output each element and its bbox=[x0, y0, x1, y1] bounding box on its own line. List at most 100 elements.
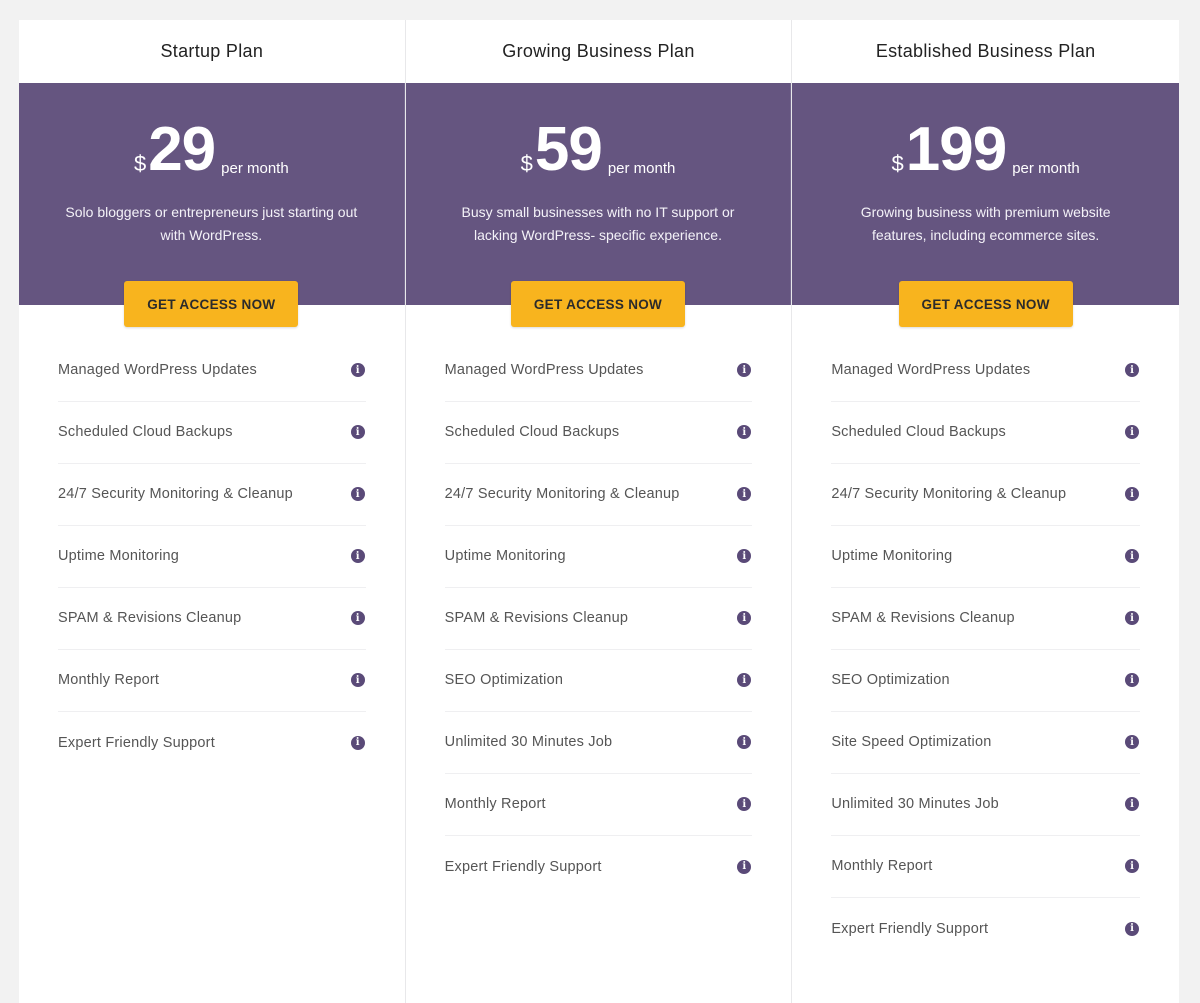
info-icon[interactable]: i bbox=[350, 611, 365, 625]
feature-label: 24/7 Security Monitoring & Cleanup bbox=[444, 486, 680, 502]
feature-row: Scheduled Cloud Backups i bbox=[444, 401, 753, 464]
feature-label: Managed WordPress Updates bbox=[444, 362, 644, 378]
feature-row: Site Speed Optimization i bbox=[831, 711, 1140, 774]
feature-row: SPAM & Revisions Cleanup i bbox=[831, 587, 1140, 650]
plan-price: $ 29 per month bbox=[19, 83, 404, 184]
feature-row: Expert Friendly Support i bbox=[831, 897, 1140, 960]
feature-row: Expert Friendly Support i bbox=[58, 711, 366, 774]
info-icon[interactable]: i bbox=[1124, 363, 1139, 377]
currency-symbol: $ bbox=[133, 151, 147, 176]
feature-row: 24/7 Security Monitoring & Cleanup i bbox=[58, 463, 366, 526]
get-access-button[interactable]: GET ACCESS NOW bbox=[124, 281, 299, 327]
feature-label: Uptime Monitoring bbox=[58, 548, 180, 564]
info-icon[interactable]: i bbox=[350, 735, 365, 750]
info-icon[interactable]: i bbox=[737, 735, 752, 749]
info-icon[interactable]: i bbox=[737, 859, 752, 874]
plan-description: Growing business with premium website fe… bbox=[860, 204, 1111, 243]
plan-description: Solo bloggers or entrepreneurs just star… bbox=[65, 204, 358, 243]
info-icon[interactable]: i bbox=[1124, 611, 1139, 625]
info-icon[interactable]: i bbox=[737, 673, 752, 687]
plan-title: Startup Plan bbox=[160, 41, 264, 61]
feature-row: Monthly Report i bbox=[831, 835, 1140, 898]
feature-label: SPAM & Revisions Cleanup bbox=[58, 610, 242, 626]
price-period: per month bbox=[1012, 160, 1080, 177]
info-icon[interactable]: i bbox=[350, 549, 365, 563]
plan-column-growing-business: Growing Business Plan $ 59 per month Bus… bbox=[405, 20, 793, 1003]
info-icon[interactable]: i bbox=[350, 673, 365, 687]
feature-label: Managed WordPress Updates bbox=[58, 362, 257, 378]
feature-row: SPAM & Revisions Cleanup i bbox=[58, 587, 366, 650]
plan-title: Established Business Plan bbox=[875, 41, 1096, 61]
feature-label: 24/7 Security Monitoring & Cleanup bbox=[58, 486, 293, 502]
price-period: per month bbox=[221, 160, 289, 177]
feature-label: SEO Optimization bbox=[444, 672, 564, 688]
info-icon[interactable]: i bbox=[350, 363, 365, 377]
feature-label: Unlimited 30 Minutes Job bbox=[831, 796, 999, 812]
feature-label: Uptime Monitoring bbox=[831, 548, 953, 564]
feature-row: SEO Optimization i bbox=[444, 649, 753, 712]
info-icon[interactable]: i bbox=[350, 487, 365, 501]
price-period: per month bbox=[607, 160, 676, 177]
get-access-button[interactable]: GET ACCESS NOW bbox=[510, 281, 685, 327]
feature-label: Unlimited 30 Minutes Job bbox=[444, 734, 613, 750]
feature-row: Monthly Report i bbox=[444, 773, 753, 836]
info-icon[interactable]: i bbox=[350, 425, 365, 439]
feature-row: Unlimited 30 Minutes Job i bbox=[831, 773, 1140, 836]
feature-label: Expert Friendly Support bbox=[831, 920, 989, 937]
info-icon[interactable]: i bbox=[1124, 859, 1139, 873]
info-icon[interactable]: i bbox=[737, 797, 752, 811]
info-icon[interactable]: i bbox=[1124, 549, 1139, 563]
feature-label: Monthly Report bbox=[58, 672, 160, 688]
feature-label: SPAM & Revisions Cleanup bbox=[831, 610, 1015, 626]
currency-symbol: $ bbox=[891, 151, 904, 176]
plan-price: $ 59 per month bbox=[406, 83, 791, 184]
plan-hero: $ 59 per month Busy small businesses wit… bbox=[405, 83, 792, 327]
feature-list: Managed WordPress Updates i Scheduled Cl… bbox=[19, 305, 405, 774]
feature-label: Expert Friendly Support bbox=[58, 734, 215, 751]
feature-row: Scheduled Cloud Backups i bbox=[831, 401, 1140, 464]
plan-column-startup: Startup Plan $ 29 per month Solo blogger… bbox=[19, 20, 406, 1003]
feature-label: SPAM & Revisions Cleanup bbox=[444, 610, 629, 626]
price-amount: 29 bbox=[148, 115, 216, 184]
pricing-table: Startup Plan $ 29 per month Solo blogger… bbox=[19, 20, 1179, 1003]
info-icon[interactable]: i bbox=[737, 487, 752, 501]
info-icon[interactable]: i bbox=[1124, 673, 1139, 687]
feature-row: Scheduled Cloud Backups i bbox=[58, 401, 366, 464]
price-amount: 59 bbox=[534, 115, 603, 184]
feature-row: Managed WordPress Updates i bbox=[58, 339, 366, 402]
feature-label: Monthly Report bbox=[444, 796, 546, 812]
feature-row: Managed WordPress Updates i bbox=[831, 339, 1140, 402]
feature-row: Uptime Monitoring i bbox=[831, 525, 1140, 588]
get-access-button[interactable]: GET ACCESS NOW bbox=[898, 281, 1073, 327]
plan-title: Growing Business Plan bbox=[502, 41, 695, 61]
plan-column-established-business: Established Business Plan $ 199 per mont… bbox=[792, 20, 1179, 1003]
currency-symbol: $ bbox=[520, 151, 533, 176]
price-amount: 199 bbox=[905, 115, 1007, 184]
feature-label: Site Speed Optimization bbox=[831, 734, 992, 750]
feature-label: Uptime Monitoring bbox=[444, 548, 566, 564]
info-icon[interactable]: i bbox=[737, 611, 752, 625]
plan-description: Busy small businesses with no IT support… bbox=[461, 204, 735, 243]
feature-row: SPAM & Revisions Cleanup i bbox=[444, 587, 753, 650]
feature-row: Uptime Monitoring i bbox=[58, 525, 366, 588]
feature-list: Managed WordPress Updates i Scheduled Cl… bbox=[792, 305, 1179, 960]
info-icon[interactable]: i bbox=[1124, 797, 1139, 811]
info-icon[interactable]: i bbox=[1124, 425, 1139, 439]
feature-list: Managed WordPress Updates i Scheduled Cl… bbox=[406, 305, 792, 898]
feature-label: Expert Friendly Support bbox=[444, 858, 602, 875]
info-icon[interactable]: i bbox=[737, 363, 752, 377]
plan-hero: $ 199 per month Growing business with pr… bbox=[792, 83, 1179, 327]
feature-label: Scheduled Cloud Backups bbox=[444, 424, 620, 440]
plan-hero: $ 29 per month Solo bloggers or entrepre… bbox=[19, 83, 405, 327]
info-icon[interactable]: i bbox=[1124, 735, 1139, 749]
info-icon[interactable]: i bbox=[737, 549, 752, 563]
feature-label: SEO Optimization bbox=[831, 672, 950, 688]
feature-label: Monthly Report bbox=[831, 858, 933, 874]
feature-label: Scheduled Cloud Backups bbox=[58, 424, 233, 440]
feature-row: Unlimited 30 Minutes Job i bbox=[444, 711, 753, 774]
feature-row: 24/7 Security Monitoring & Cleanup i bbox=[444, 463, 753, 526]
feature-row: SEO Optimization i bbox=[831, 649, 1140, 712]
info-icon[interactable]: i bbox=[1124, 487, 1139, 501]
info-icon[interactable]: i bbox=[737, 425, 752, 439]
info-icon[interactable]: i bbox=[1124, 921, 1139, 936]
